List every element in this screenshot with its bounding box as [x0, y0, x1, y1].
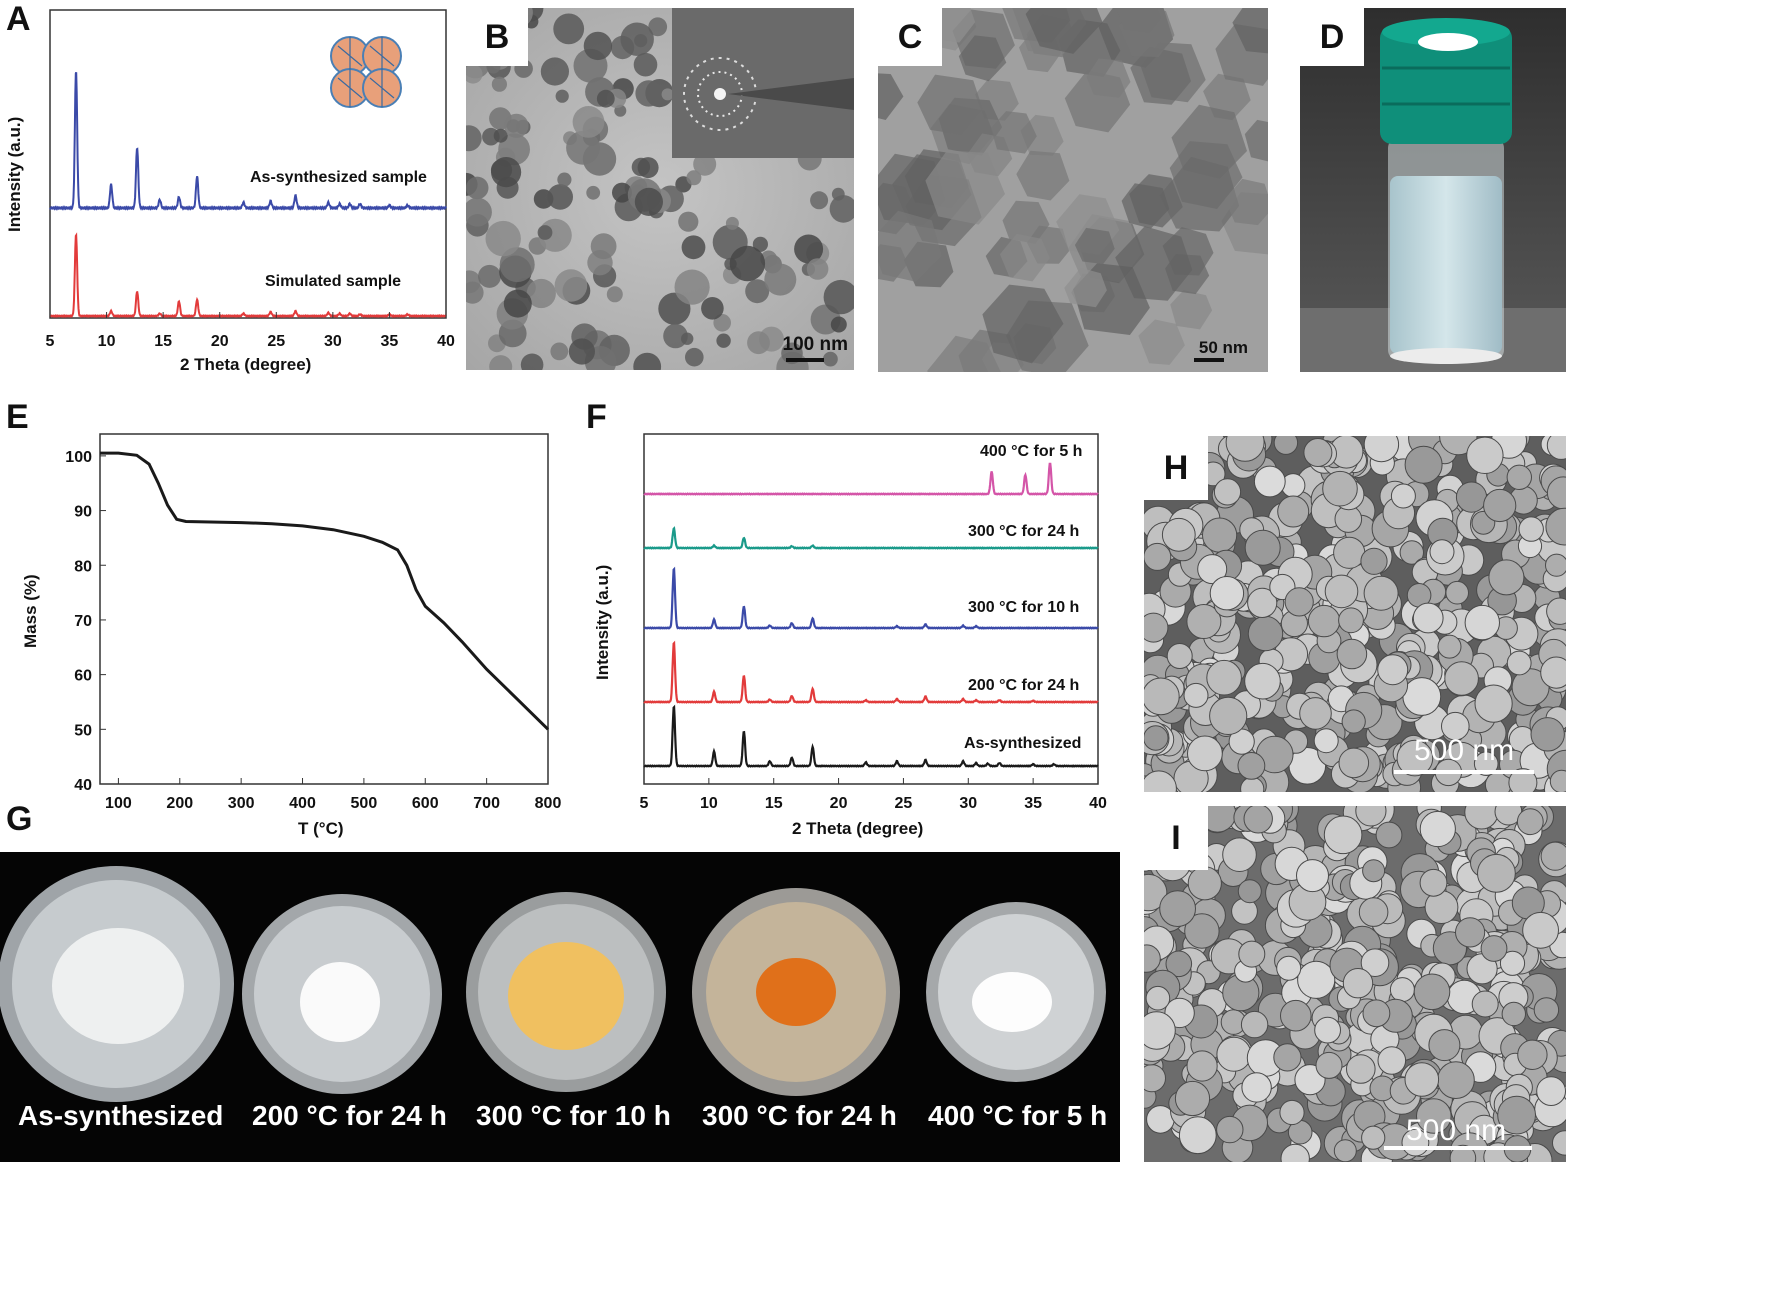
scale-bar-label-h: 500 nm	[1414, 734, 1514, 767]
chart-f-series-label-0: As-synthesized	[964, 735, 1081, 752]
chart-a-ylabel: Intensity (a.u.)	[5, 117, 24, 232]
dish-300c-10h	[466, 892, 666, 1092]
chart-f-xticks: 5 10 15 20 25 30 35 40	[640, 778, 1107, 812]
chart-e-ytick-label-1: 50	[74, 722, 92, 739]
chart-f-series-1	[643, 640, 1099, 704]
chart-e-mass-curve	[100, 451, 550, 731]
chart-e-ytick-label-3: 70	[74, 613, 92, 630]
chart-a-xtick-label-1: 10	[98, 333, 116, 350]
chart-f-xtick-label-0: 5	[640, 795, 649, 812]
panel-letter-c: C	[878, 8, 942, 66]
chart-e-yticks: 40 50 60 70 80 90 100	[65, 449, 106, 794]
chart-e-xlabel: T (°C)	[298, 819, 344, 838]
dish-label-0: As-synthesized	[18, 1100, 224, 1131]
chart-a-series-label-1: Simulated sample	[265, 273, 401, 290]
chart-a-xtick-label-6: 35	[381, 333, 399, 350]
vial-photo-d	[1300, 8, 1566, 372]
chart-f-xtick-label-4: 25	[895, 795, 913, 812]
panel-letter-b: B	[466, 8, 528, 66]
chart-f-plot-area	[643, 462, 1099, 768]
chart-a-xtick-label-3: 20	[211, 333, 229, 350]
chart-e-xtick-label-5: 600	[412, 795, 439, 812]
chart-e-xtick-label-1: 200	[166, 795, 193, 812]
chart-f-xtick-label-3: 20	[830, 795, 848, 812]
chart-a-xlabel: 2 Theta (degree)	[180, 355, 311, 374]
chart-a-xticks: 5 10 15 20 25 30 35 40	[46, 312, 455, 350]
chart-f-series-label-4: 400 °C for 5 h	[980, 443, 1082, 460]
chart-f-series-label-2: 300 °C for 10 h	[968, 599, 1079, 616]
chart-a-xrd: 5 10 15 20 25 30 35 40 Intensity (a.u.) 2 Theta…	[5, 9, 455, 374]
chart-a-series-1	[49, 232, 447, 318]
chart-e-xtick-label-3: 400	[289, 795, 316, 812]
chart-f-ylabel: Intensity (a.u.)	[593, 565, 612, 680]
chart-e-xticks: 100 200 300 400 500 600 700 800	[105, 778, 561, 812]
chart-a-series-0	[49, 71, 447, 211]
chart-f-series-2	[643, 566, 1099, 630]
chart-f-xtick-label-6: 35	[1024, 795, 1042, 812]
panel-letter-a: A	[6, 0, 31, 38]
chart-e-ytick-label-0: 40	[74, 777, 92, 794]
chart-e-ytick-label-4: 80	[74, 558, 92, 575]
chart-f-xtick-label-7: 40	[1089, 795, 1107, 812]
panel-letter-e: E	[6, 398, 29, 436]
dish-as-synthesized	[0, 866, 234, 1102]
chart-f-xlabel: 2 Theta (degree)	[792, 819, 923, 838]
tem-image-c: 50 nm	[878, 8, 1268, 372]
chart-a-plot-area	[49, 71, 447, 318]
chart-f-xtick-label-5: 30	[959, 795, 977, 812]
dish-label-2: 300 °C for 10 h	[476, 1100, 671, 1131]
chart-e-tga: 100 200 300 400 500 600 700 800 40 50 60 70 80 90 100…	[21, 433, 561, 838]
dish-label-1: 200 °C for 24 h	[252, 1100, 447, 1131]
chart-e-ytick-label-2: 60	[74, 668, 92, 685]
sem-image-i: 500 nm	[1144, 806, 1566, 1162]
chart-f-xtick-label-2: 15	[765, 795, 783, 812]
panel-letter-d: D	[1300, 8, 1364, 66]
chart-a-xtick-label-5: 30	[324, 333, 342, 350]
panel-letter-h: H	[1144, 436, 1208, 500]
scale-bar-label-c: 50 nm	[1198, 338, 1248, 357]
chart-f-xrd: 5 10 15 20 25 30 35 40 Intensity (a.u.) 2 Theta…	[593, 433, 1107, 838]
chart-f-series-3	[643, 526, 1099, 550]
chart-e-plot-area	[100, 451, 550, 731]
chart-e-xtick-label-0: 100	[105, 795, 132, 812]
powder-photo-g: As-synthesized 200 °C for 24 h 300 °C fo…	[0, 852, 1120, 1162]
chart-a-xtick-label-0: 5	[46, 333, 55, 350]
panel-letter-g: G	[6, 800, 33, 838]
scale-bar-label-i: 500 nm	[1406, 1114, 1506, 1147]
dish-400c-5h	[926, 902, 1106, 1082]
chart-e-xtick-label-2: 300	[228, 795, 255, 812]
chart-f-xtick-label-1: 10	[700, 795, 718, 812]
panel-letter-f: F	[586, 398, 607, 436]
dish-label-3: 300 °C for 24 h	[702, 1100, 897, 1131]
chart-a-xtick-label-2: 15	[154, 333, 172, 350]
scale-bar-label-b: 100 nm	[782, 334, 848, 355]
chart-e-xtick-label-6: 700	[473, 795, 500, 812]
chart-a-xtick-label-7: 40	[437, 333, 455, 350]
chart-e-xtick-label-4: 500	[351, 795, 378, 812]
dish-300c-24h	[692, 888, 900, 1096]
dish-200c-24h	[242, 894, 442, 1094]
chart-f-series-4	[643, 462, 1099, 496]
chart-f-series-label-3: 300 °C for 24 h	[968, 523, 1079, 540]
chart-e-ylabel: Mass (%)	[21, 574, 40, 648]
chart-f-series-label-1: 200 °C for 24 h	[968, 677, 1079, 694]
chart-e-ytick-label-5: 90	[74, 504, 92, 521]
sem-image-h: 500 nm	[1144, 436, 1566, 792]
panel-letter-i: I	[1144, 806, 1208, 870]
chart-e-xtick-label-7: 800	[535, 795, 562, 812]
chart-a-series-label-0: As-synthesized sample	[250, 169, 427, 186]
dish-label-4: 400 °C for 5 h	[928, 1100, 1108, 1131]
chart-a-xtick-label-4: 25	[267, 333, 285, 350]
crystal-structure-inset	[330, 36, 402, 108]
chart-e-ytick-label-6: 100	[65, 449, 92, 466]
chart-f-series-0	[643, 704, 1099, 768]
